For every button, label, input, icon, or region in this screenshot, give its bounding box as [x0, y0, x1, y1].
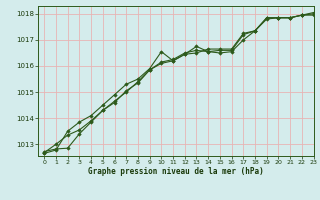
X-axis label: Graphe pression niveau de la mer (hPa): Graphe pression niveau de la mer (hPa)	[88, 167, 264, 176]
